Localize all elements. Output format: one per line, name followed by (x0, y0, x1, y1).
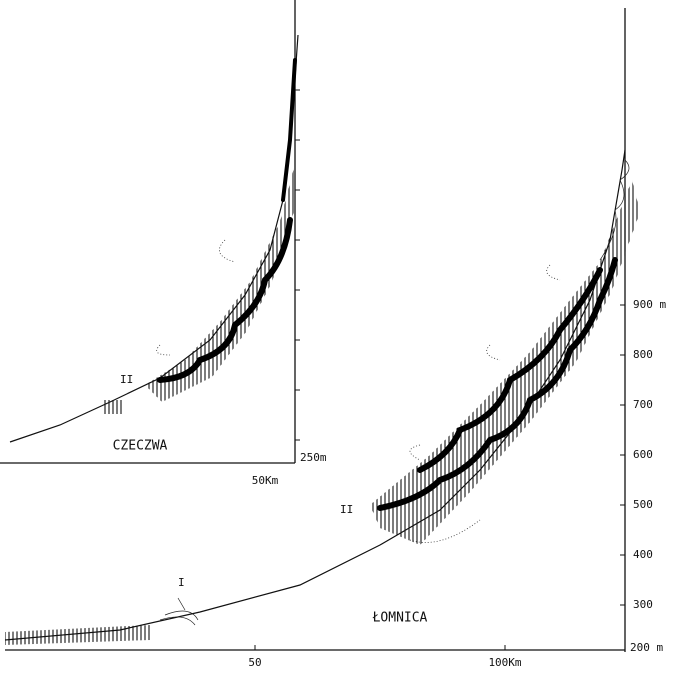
inset-terrace-small (103, 400, 123, 414)
distance-label: 50 (248, 656, 261, 669)
height-label: 600 (633, 448, 653, 461)
figure: 900 m 800 700 600 500 400 300 200 m 50 1… (0, 0, 679, 673)
height-label: 200 m (630, 641, 663, 654)
inset-distance-label: 50Km (252, 474, 279, 487)
terrace-i-mark (160, 598, 198, 625)
height-label: 300 (633, 598, 653, 611)
terrace-ii (370, 180, 640, 545)
inset-panel: 250m 50Km CZECZWA II (0, 0, 327, 487)
height-label: 500 (633, 498, 653, 511)
height-label: 400 (633, 548, 653, 561)
river-name: ŁOMNICA (372, 611, 428, 626)
height-label: 900 m (633, 298, 666, 311)
inset-terrace-label: II (120, 373, 133, 386)
terrace-label: II (340, 503, 353, 516)
height-label: 700 (633, 398, 653, 411)
inset-river-name: CZECZWA (113, 439, 168, 454)
distance-label: 100Km (488, 656, 521, 669)
height-label: 800 (633, 348, 653, 361)
terrace-i (5, 625, 150, 645)
inset-ticks (295, 90, 300, 440)
terrace-label: I (178, 576, 185, 589)
inset-height-label: 250m (300, 451, 327, 464)
